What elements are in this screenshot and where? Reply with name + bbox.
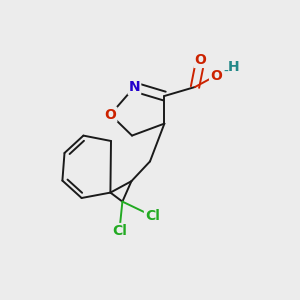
Text: O: O [104,108,116,122]
Text: Cl: Cl [112,224,127,238]
Text: Cl: Cl [145,209,160,223]
Text: N: N [129,80,140,94]
Text: -: - [223,64,228,78]
Text: H: H [228,60,240,74]
Text: O: O [194,53,206,67]
Text: O: O [210,69,222,82]
